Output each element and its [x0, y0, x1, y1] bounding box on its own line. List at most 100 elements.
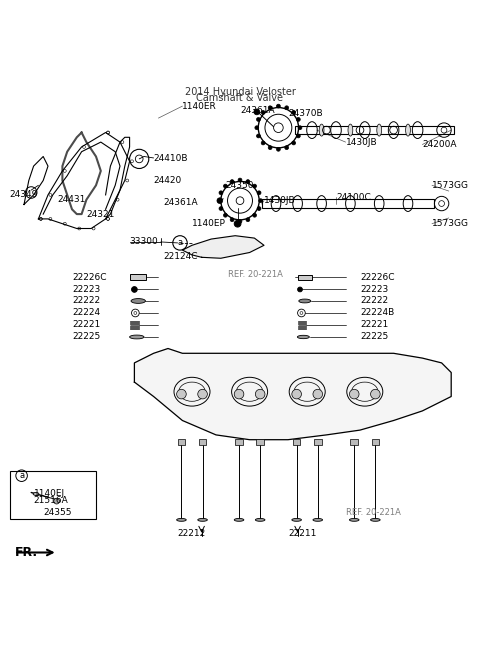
Bar — [298, 321, 306, 322]
Ellipse shape — [371, 519, 380, 521]
Circle shape — [217, 198, 223, 204]
Circle shape — [349, 389, 359, 399]
Circle shape — [297, 117, 300, 121]
Text: REF. 20-221A: REF. 20-221A — [228, 269, 283, 278]
Text: 24321: 24321 — [86, 210, 115, 219]
Bar — [256, 439, 264, 445]
Bar — [262, 199, 434, 208]
Circle shape — [234, 221, 241, 227]
Text: 24370B: 24370B — [288, 109, 323, 118]
Ellipse shape — [292, 519, 301, 521]
Bar — [298, 324, 306, 325]
Circle shape — [254, 109, 260, 115]
Circle shape — [285, 146, 288, 149]
Bar — [314, 439, 322, 445]
Circle shape — [230, 218, 234, 222]
Ellipse shape — [33, 493, 39, 495]
Text: 22223: 22223 — [360, 285, 388, 294]
Text: 24361A: 24361A — [163, 197, 198, 206]
Text: 22222: 22222 — [360, 297, 388, 306]
Circle shape — [292, 141, 296, 145]
Text: 24431: 24431 — [58, 195, 86, 204]
Bar — [372, 439, 379, 445]
Bar — [178, 439, 185, 445]
Polygon shape — [182, 236, 264, 258]
Text: Camshaft & Valve: Camshaft & Valve — [196, 93, 284, 103]
Circle shape — [217, 199, 221, 202]
Ellipse shape — [406, 124, 410, 136]
Text: 22212: 22212 — [178, 529, 206, 538]
Ellipse shape — [298, 336, 310, 339]
Bar — [235, 439, 243, 445]
Circle shape — [257, 206, 261, 210]
Text: 1140EP: 1140EP — [192, 219, 226, 228]
Text: 22225: 22225 — [72, 332, 100, 341]
Bar — [298, 323, 306, 324]
Ellipse shape — [198, 519, 207, 521]
Circle shape — [298, 287, 302, 292]
Bar — [130, 328, 139, 329]
Text: 1140ER: 1140ER — [182, 102, 217, 110]
Text: 22221: 22221 — [360, 321, 388, 330]
Text: 22226C: 22226C — [360, 273, 395, 282]
Text: 22222: 22222 — [72, 297, 100, 306]
Ellipse shape — [131, 299, 145, 303]
Bar — [350, 439, 358, 445]
Text: 24410B: 24410B — [154, 154, 188, 164]
Bar — [130, 324, 139, 325]
Ellipse shape — [234, 519, 244, 521]
Text: 24420: 24420 — [154, 176, 182, 185]
Circle shape — [255, 126, 259, 130]
Circle shape — [246, 180, 250, 184]
Circle shape — [132, 287, 137, 292]
Text: REF. 20-221A: REF. 20-221A — [346, 508, 400, 517]
Circle shape — [246, 218, 250, 222]
Ellipse shape — [255, 519, 265, 521]
Circle shape — [198, 389, 207, 399]
Bar — [298, 326, 306, 327]
Bar — [199, 439, 206, 445]
Text: 1430JB: 1430JB — [346, 138, 377, 147]
Text: 24200A: 24200A — [422, 140, 457, 149]
Bar — [298, 275, 312, 280]
Circle shape — [276, 147, 280, 151]
Text: 24355: 24355 — [43, 508, 72, 517]
Circle shape — [297, 134, 300, 138]
Text: 1573GG: 1573GG — [432, 181, 469, 190]
Ellipse shape — [377, 124, 382, 136]
Bar — [10, 471, 96, 519]
Circle shape — [371, 389, 380, 399]
Text: 22224: 22224 — [72, 308, 100, 317]
Bar — [130, 326, 139, 327]
Text: 2014 Hyundai Veloster: 2014 Hyundai Veloster — [185, 87, 295, 97]
Text: 33300: 33300 — [130, 238, 158, 247]
Text: 24350: 24350 — [226, 181, 254, 190]
Text: 22211: 22211 — [288, 529, 316, 538]
Circle shape — [256, 117, 260, 121]
Ellipse shape — [319, 124, 324, 136]
Circle shape — [292, 389, 301, 399]
Bar — [130, 274, 146, 280]
Circle shape — [261, 141, 265, 145]
Circle shape — [219, 191, 223, 195]
Circle shape — [298, 126, 302, 130]
Text: 1140EJ: 1140EJ — [34, 489, 65, 498]
Text: 22226C: 22226C — [72, 273, 107, 282]
Circle shape — [224, 214, 228, 217]
Circle shape — [224, 184, 228, 188]
Text: 22124C: 22124C — [163, 252, 198, 261]
Circle shape — [252, 214, 256, 217]
Circle shape — [238, 219, 242, 223]
Bar — [295, 126, 454, 134]
Circle shape — [252, 184, 256, 188]
Circle shape — [177, 389, 186, 399]
Text: 22223: 22223 — [72, 285, 100, 294]
Text: 24349: 24349 — [10, 190, 38, 199]
Ellipse shape — [313, 519, 323, 521]
Text: 22224B: 22224B — [360, 308, 394, 317]
Circle shape — [255, 389, 265, 399]
Text: 21516A: 21516A — [34, 496, 68, 505]
Circle shape — [219, 206, 223, 210]
Circle shape — [234, 389, 244, 399]
Circle shape — [238, 178, 242, 182]
